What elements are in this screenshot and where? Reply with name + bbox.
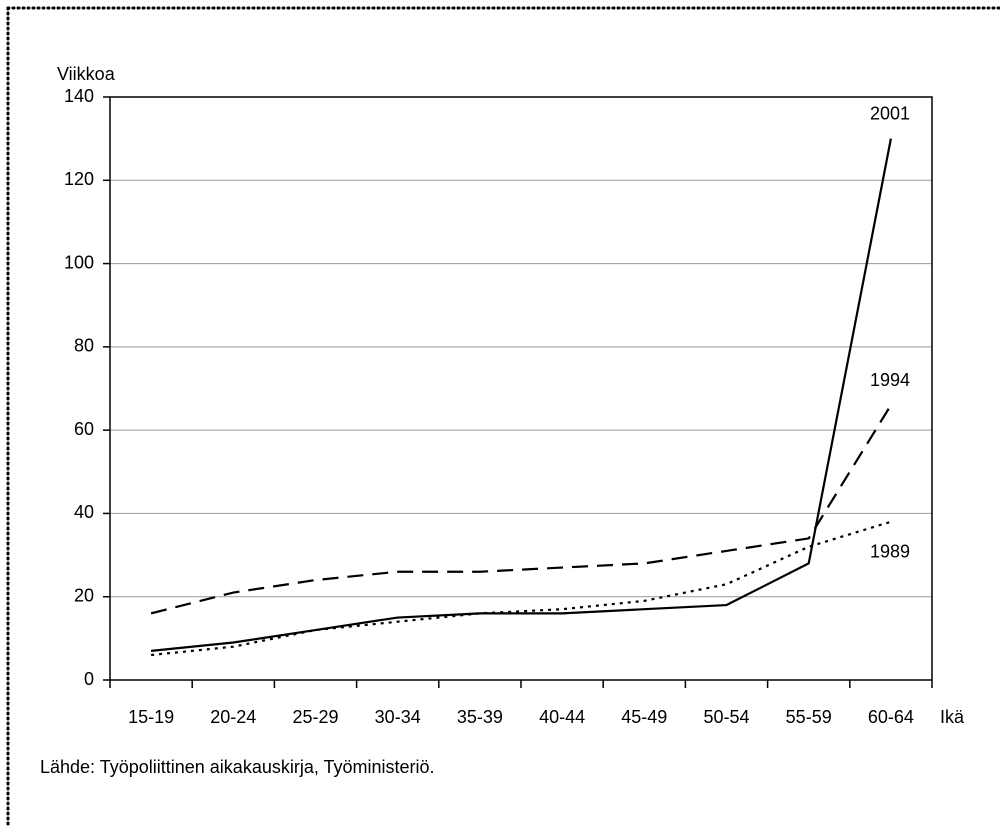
- x-tick-label: 20-24: [210, 707, 256, 727]
- x-tick-label: 60-64: [868, 707, 914, 727]
- x-axis-label: Ikä: [940, 707, 965, 727]
- series-line: [150, 138, 892, 652]
- x-tick-label: 45-49: [621, 707, 667, 727]
- source-note: Lähde: Työpoliittinen aikakauskirja, Työ…: [40, 757, 435, 777]
- x-tick-label: 40-44: [539, 707, 585, 727]
- series-label: 2001: [870, 103, 910, 123]
- x-tick-label: 15-19: [128, 707, 174, 727]
- y-tick-label: 80: [74, 336, 94, 356]
- x-tick-label: 50-54: [703, 707, 749, 727]
- y-tick-label: 60: [74, 419, 94, 439]
- y-tick-label: 120: [64, 169, 94, 189]
- x-tick-label: 35-39: [457, 707, 503, 727]
- y-tick-label: 0: [84, 669, 94, 689]
- y-tick-label: 20: [74, 585, 94, 605]
- series-line: [150, 520, 892, 657]
- series-label: 1994: [870, 370, 910, 390]
- x-tick-label: 25-29: [292, 707, 338, 727]
- series-line: [150, 404, 892, 615]
- x-tick-label: 55-59: [786, 707, 832, 727]
- y-tick-label: 100: [64, 252, 94, 272]
- y-tick-label: 40: [74, 502, 94, 522]
- x-tick-label: 30-34: [375, 707, 421, 727]
- y-axis-label: Viikkoa: [57, 64, 116, 84]
- y-tick-label: 140: [64, 86, 94, 106]
- series-label: 1989: [870, 542, 910, 562]
